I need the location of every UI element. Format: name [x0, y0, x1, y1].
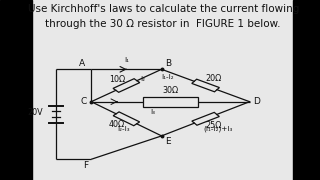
Text: I₁: I₁	[124, 57, 129, 63]
Bar	[143, 97, 197, 107]
Text: Use Kirchhoff's laws to calculate the current flowing: Use Kirchhoff's laws to calculate the cu…	[28, 4, 299, 15]
Bar	[293, 0, 320, 180]
Text: 10Ω: 10Ω	[109, 75, 125, 84]
Text: 40Ω: 40Ω	[109, 120, 125, 129]
Text: 20V: 20V	[28, 108, 43, 117]
Text: 30Ω: 30Ω	[162, 86, 179, 95]
Text: (I₁-I₂)+I₃: (I₁-I₂)+I₃	[204, 125, 233, 132]
Text: I₃: I₃	[150, 109, 155, 114]
Text: I₂-I₃: I₂-I₃	[117, 126, 130, 132]
Text: F: F	[83, 161, 88, 170]
Text: through the 30 Ω resistor in  FIGURE 1 below.: through the 30 Ω resistor in FIGURE 1 be…	[45, 19, 281, 29]
Text: 20Ω: 20Ω	[205, 74, 222, 83]
Text: E: E	[165, 137, 171, 146]
Text: B: B	[165, 58, 171, 68]
Text: I₁-I₂: I₁-I₂	[162, 73, 174, 80]
Text: 25Ω: 25Ω	[205, 121, 222, 130]
Text: C: C	[80, 97, 86, 106]
Text: I₂: I₂	[140, 76, 145, 82]
Bar	[0, 0, 32, 180]
Text: D: D	[253, 97, 260, 106]
Text: A: A	[79, 58, 85, 68]
